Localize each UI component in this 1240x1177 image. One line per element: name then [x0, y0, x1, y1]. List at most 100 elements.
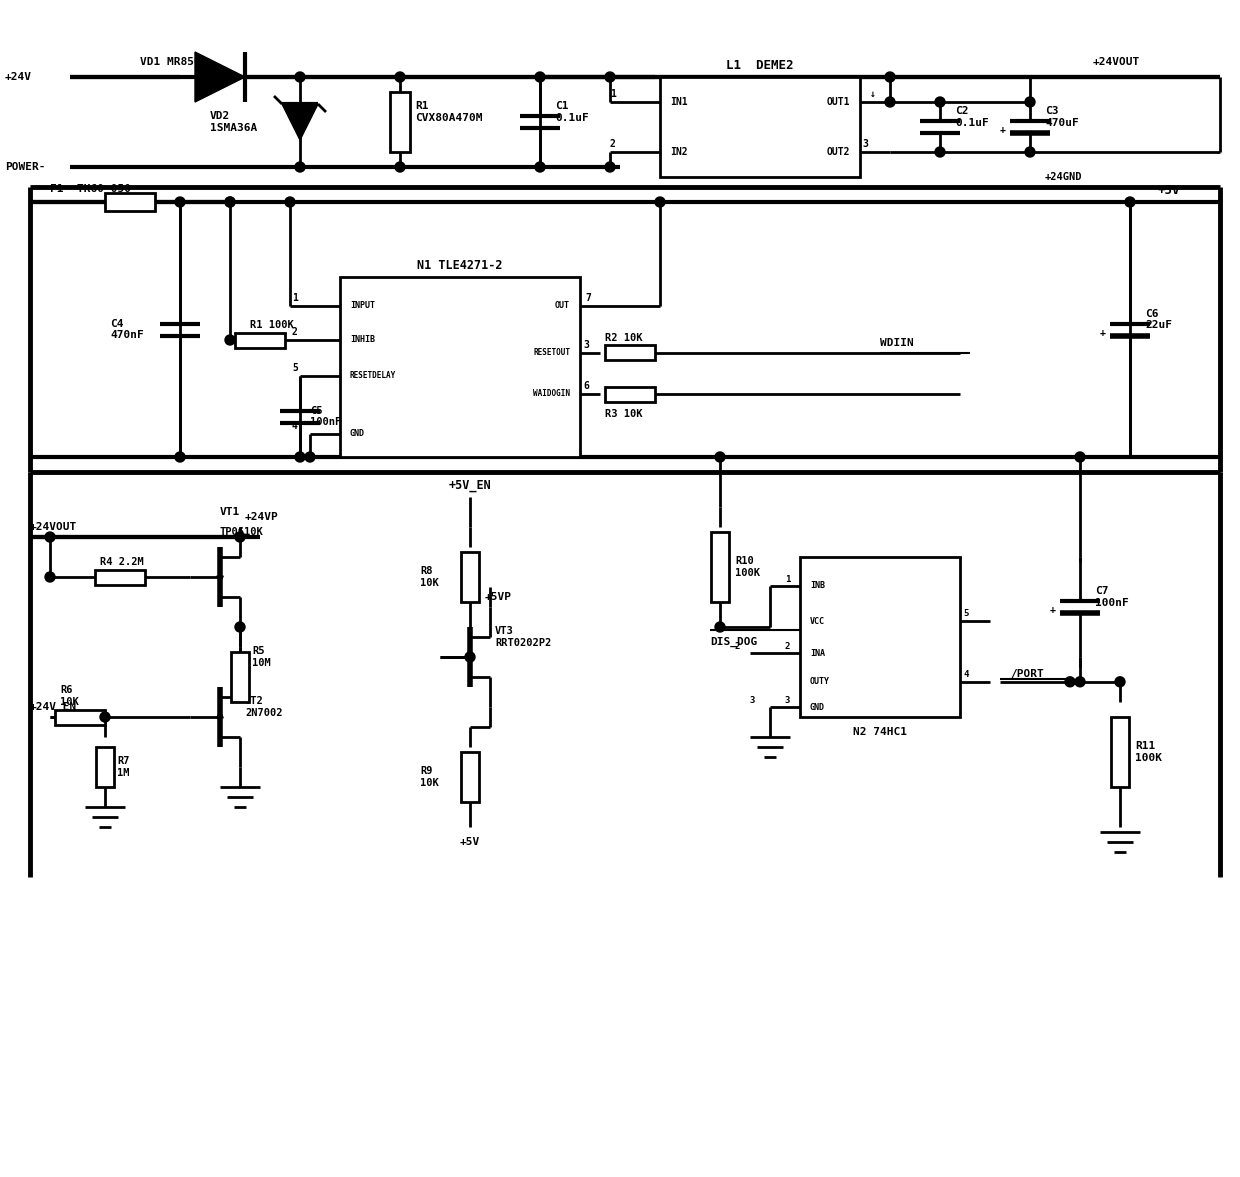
Text: +24VOUT: +24VOUT — [1092, 56, 1140, 67]
Text: VT1: VT1 — [219, 507, 241, 517]
Circle shape — [224, 197, 236, 207]
Text: +24V_EN: +24V_EN — [30, 701, 77, 712]
Text: R9
10K: R9 10K — [420, 766, 439, 787]
Text: INPUT: INPUT — [350, 301, 374, 311]
Text: +24V: +24V — [5, 72, 32, 82]
Bar — [605, 386, 655, 401]
Circle shape — [236, 532, 246, 541]
Text: GND: GND — [810, 703, 825, 712]
Circle shape — [1025, 97, 1035, 107]
Text: TP0610K: TP0610K — [219, 527, 264, 537]
Text: +5VP: +5VP — [485, 592, 512, 601]
Polygon shape — [195, 52, 246, 102]
Text: R10
100K: R10 100K — [735, 557, 760, 578]
Text: 3: 3 — [862, 139, 868, 149]
Circle shape — [236, 621, 246, 632]
Circle shape — [45, 532, 55, 541]
Text: 7: 7 — [585, 293, 591, 302]
Text: 1: 1 — [610, 89, 616, 99]
Circle shape — [534, 162, 546, 172]
Circle shape — [534, 72, 546, 82]
Text: INB: INB — [810, 581, 825, 591]
Circle shape — [45, 572, 55, 581]
Text: RESETOUT: RESETOUT — [533, 348, 570, 357]
Circle shape — [100, 712, 110, 722]
Circle shape — [1075, 677, 1085, 687]
Text: IN2: IN2 — [670, 147, 688, 157]
Text: 3: 3 — [583, 340, 589, 350]
Text: VT2
2N7002: VT2 2N7002 — [246, 697, 283, 718]
Circle shape — [885, 97, 895, 107]
Text: C6
22uF: C6 22uF — [1145, 308, 1172, 331]
Circle shape — [715, 621, 725, 632]
Circle shape — [935, 97, 945, 107]
Text: 4: 4 — [291, 420, 298, 431]
Text: C2
0.1uF: C2 0.1uF — [955, 106, 988, 128]
Text: 4: 4 — [963, 670, 968, 679]
Text: R7
1M: R7 1M — [117, 756, 129, 778]
Bar — [391, 92, 410, 152]
Text: C5
100nF: C5 100nF — [310, 406, 341, 427]
Text: 3: 3 — [785, 697, 790, 705]
Text: +24VP: +24VP — [246, 512, 279, 523]
Bar — [95, 570, 145, 585]
Circle shape — [1115, 677, 1125, 687]
Circle shape — [465, 652, 475, 661]
Circle shape — [175, 197, 185, 207]
Text: VD1 MR850G: VD1 MR850G — [140, 56, 207, 67]
Bar — [236, 332, 285, 347]
Text: INHIB: INHIB — [350, 335, 374, 345]
Circle shape — [175, 452, 185, 463]
Text: /PORT: /PORT — [1011, 669, 1044, 679]
Text: R6
10K: R6 10K — [60, 685, 79, 707]
Text: R8
10K: R8 10K — [420, 566, 439, 587]
Text: POWER-: POWER- — [5, 162, 46, 172]
Circle shape — [396, 72, 405, 82]
Text: VT3
RRT0202P2: VT3 RRT0202P2 — [495, 626, 552, 647]
Text: 2: 2 — [785, 641, 790, 651]
Bar — [105, 193, 155, 211]
Circle shape — [715, 452, 725, 463]
Bar — [461, 552, 479, 601]
Bar — [800, 557, 960, 717]
Circle shape — [224, 335, 236, 345]
Text: +5V: +5V — [1157, 184, 1180, 197]
Bar — [55, 710, 105, 725]
Text: N1 TLE4271-2: N1 TLE4271-2 — [417, 259, 502, 272]
Bar — [95, 747, 114, 787]
Text: R2 10K: R2 10K — [605, 333, 642, 343]
Text: RESETDELAY: RESETDELAY — [350, 372, 397, 380]
Text: 3: 3 — [750, 697, 755, 705]
Text: OUT: OUT — [556, 301, 570, 311]
Text: C7
100nF: C7 100nF — [1095, 586, 1128, 607]
Circle shape — [1065, 677, 1075, 687]
Text: +24VOUT: +24VOUT — [30, 523, 77, 532]
Circle shape — [396, 162, 405, 172]
Text: ↓: ↓ — [870, 89, 875, 99]
Polygon shape — [281, 104, 317, 140]
Text: R1 100K: R1 100K — [250, 320, 294, 330]
Text: OUT1: OUT1 — [827, 97, 849, 107]
Text: +5V_EN: +5V_EN — [449, 479, 491, 492]
Bar — [340, 277, 580, 457]
Text: +: + — [1099, 327, 1105, 338]
Text: OUT2: OUT2 — [827, 147, 849, 157]
Circle shape — [1125, 197, 1135, 207]
Text: R4 2.2M: R4 2.2M — [100, 557, 144, 567]
Text: 2: 2 — [610, 139, 616, 149]
Text: +5V: +5V — [460, 837, 480, 847]
Circle shape — [1025, 147, 1035, 157]
Text: +24GND: +24GND — [1045, 172, 1083, 182]
Bar — [461, 752, 479, 802]
Text: R1
CVX80A470M: R1 CVX80A470M — [415, 101, 482, 122]
Text: VCC: VCC — [810, 617, 825, 625]
Circle shape — [285, 197, 295, 207]
Text: 2: 2 — [734, 641, 740, 651]
Text: +: + — [1049, 605, 1055, 616]
Circle shape — [295, 452, 305, 463]
Circle shape — [655, 197, 665, 207]
Circle shape — [885, 72, 895, 82]
Text: R11
100K: R11 100K — [1135, 742, 1162, 763]
Text: OUTY: OUTY — [810, 677, 830, 686]
Text: F1  TK60-050: F1 TK60-050 — [50, 184, 131, 194]
